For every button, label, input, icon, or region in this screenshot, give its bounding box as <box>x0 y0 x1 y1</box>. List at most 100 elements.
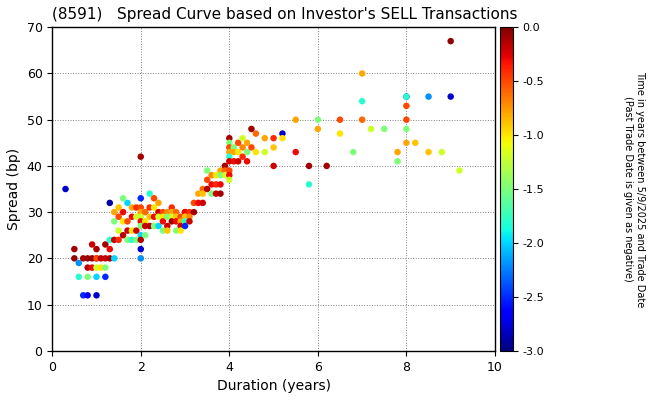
Point <box>202 186 213 192</box>
Point <box>118 218 128 224</box>
Point <box>224 176 235 183</box>
Point <box>153 209 164 215</box>
Point <box>105 255 115 262</box>
Point <box>153 223 164 229</box>
Point <box>136 255 146 262</box>
Point <box>127 228 137 234</box>
Point <box>87 255 98 262</box>
Y-axis label: Spread (bp): Spread (bp) <box>7 148 21 230</box>
Point <box>423 149 434 155</box>
Point <box>357 116 367 123</box>
Point <box>127 237 137 243</box>
Point <box>105 200 115 206</box>
Point <box>423 93 434 100</box>
Point <box>207 172 217 178</box>
Point <box>83 274 93 280</box>
Point <box>242 140 252 146</box>
Point <box>87 264 98 271</box>
Point <box>198 190 208 197</box>
Point <box>211 181 221 188</box>
Point <box>220 163 230 169</box>
Point <box>131 237 142 243</box>
Point <box>268 163 279 169</box>
Point <box>215 190 226 197</box>
Point <box>207 181 217 188</box>
Point <box>176 218 186 224</box>
Point <box>251 149 261 155</box>
Point <box>162 209 172 215</box>
Point <box>136 255 146 262</box>
Y-axis label: Time in years between 5/9/2025 and Trade Date
(Past Trade Date is given as negat: Time in years between 5/9/2025 and Trade… <box>623 71 645 307</box>
Point <box>60 186 71 192</box>
Point <box>144 223 155 229</box>
Point <box>202 167 213 174</box>
X-axis label: Duration (years): Duration (years) <box>216 379 331 393</box>
Point <box>140 223 150 229</box>
Point <box>445 38 456 44</box>
Point <box>237 154 248 160</box>
Point <box>149 223 159 229</box>
Point <box>224 140 235 146</box>
Point <box>162 228 172 234</box>
Point <box>401 140 411 146</box>
Point <box>242 149 252 155</box>
Point <box>69 255 79 262</box>
Point <box>348 149 359 155</box>
Point <box>224 158 235 164</box>
Point <box>304 181 314 188</box>
Point <box>158 214 168 220</box>
Point <box>171 209 181 215</box>
Point <box>335 130 345 137</box>
Point <box>237 144 248 151</box>
Point <box>83 292 93 298</box>
Point <box>136 214 146 220</box>
Point <box>357 70 367 77</box>
Point <box>401 93 411 100</box>
Point <box>278 130 288 137</box>
Point <box>100 274 110 280</box>
Point <box>211 190 221 197</box>
Point <box>259 135 270 141</box>
Point <box>220 172 230 178</box>
Point <box>136 223 146 229</box>
Point <box>184 209 194 215</box>
Point <box>166 218 177 224</box>
Point <box>224 154 235 160</box>
Point <box>73 260 84 266</box>
Point <box>313 116 323 123</box>
Point <box>136 154 146 160</box>
Point <box>105 237 115 243</box>
Point <box>136 218 146 224</box>
Point <box>109 218 120 224</box>
Point <box>136 246 146 252</box>
Point <box>118 195 128 202</box>
Point <box>379 126 389 132</box>
Point <box>180 218 190 224</box>
Point <box>268 144 279 151</box>
Point <box>251 130 261 137</box>
Point <box>268 135 279 141</box>
Point <box>140 209 150 215</box>
Point <box>114 214 124 220</box>
Point <box>162 214 172 220</box>
Point <box>127 204 137 211</box>
Text: (8591)   Spread Curve based on Investor's SELL Transactions: (8591) Spread Curve based on Investor's … <box>52 7 517 22</box>
Point <box>259 149 270 155</box>
Point <box>184 218 194 224</box>
Point <box>215 172 226 178</box>
Point <box>246 126 257 132</box>
Point <box>180 218 190 224</box>
Point <box>122 237 133 243</box>
Point <box>100 255 110 262</box>
Point <box>136 232 146 238</box>
Point <box>180 214 190 220</box>
Point <box>131 214 142 220</box>
Point <box>153 200 164 206</box>
Point <box>83 264 93 271</box>
Point <box>158 209 168 215</box>
Point <box>140 218 150 224</box>
Point <box>158 218 168 224</box>
Point <box>184 214 194 220</box>
Point <box>215 181 226 188</box>
Point <box>105 246 115 252</box>
